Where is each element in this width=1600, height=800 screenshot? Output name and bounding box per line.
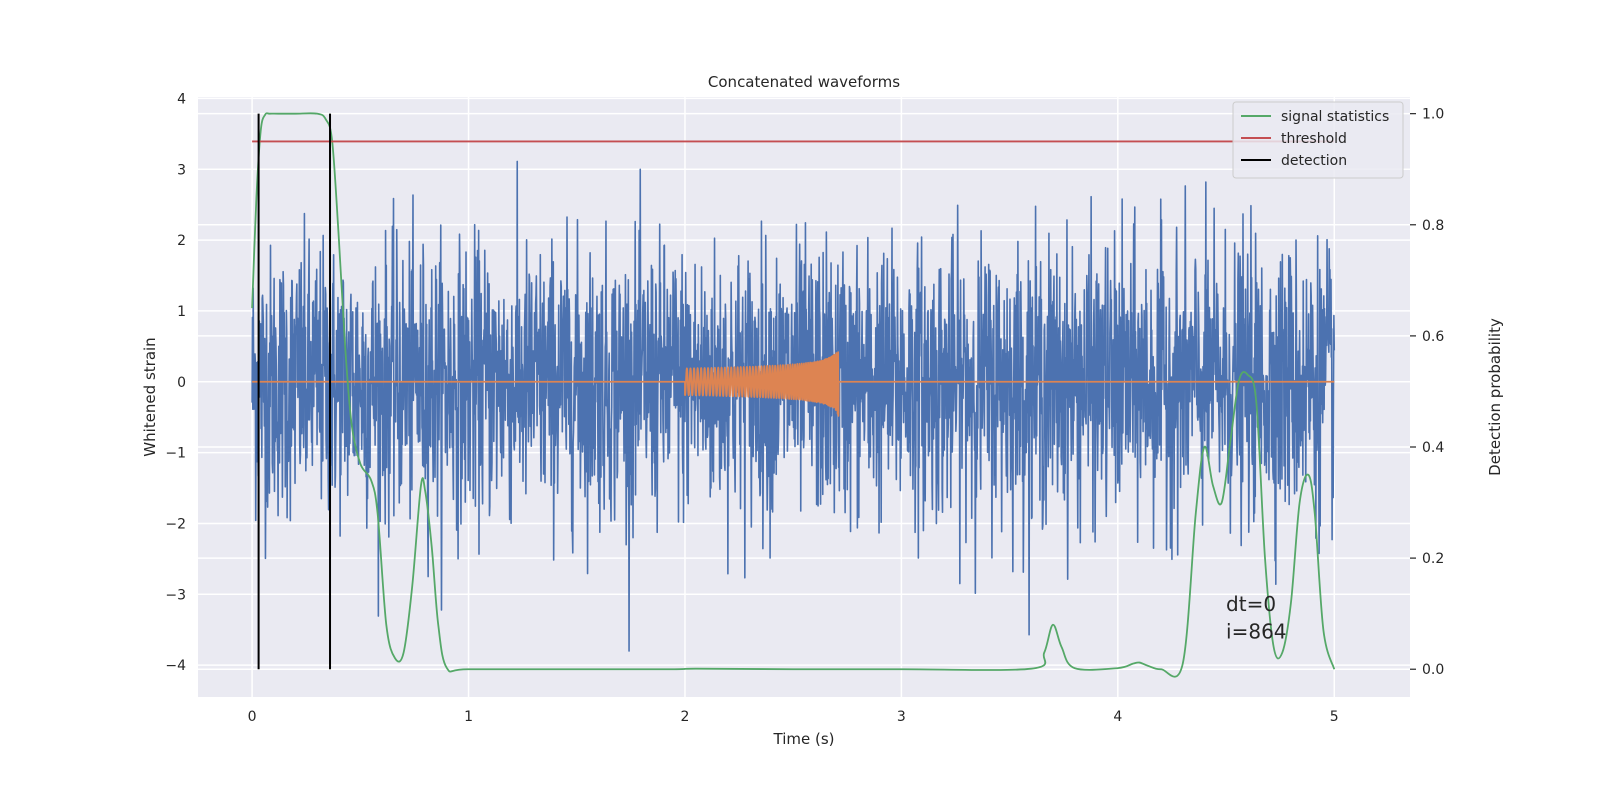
annotation-text: i=864: [1226, 620, 1287, 644]
series-injected: [252, 351, 1335, 417]
x-tick-label: 1: [464, 709, 473, 725]
y-axis-label: Whitened strain: [141, 337, 159, 456]
y-tick-label: 0: [177, 375, 186, 391]
x-axis: 0 1 2 3 4 5: [248, 709, 1339, 725]
x-tick-label: 5: [1330, 709, 1339, 725]
y-tick-label: 4: [177, 91, 186, 107]
x-tick-label: 3: [897, 709, 906, 725]
y2-tick-label: 0.6: [1422, 329, 1444, 345]
series-layer: [251, 112, 1336, 678]
legend-label: threshold: [1281, 131, 1347, 147]
x-tick-label: 4: [1113, 709, 1122, 725]
y-tick-label: −2: [165, 516, 186, 532]
y-tick-label: 2: [177, 233, 186, 249]
legend-label: detection: [1281, 153, 1347, 169]
legend: signal statistics threshold detection: [1232, 101, 1404, 179]
legend-label: signal statistics: [1281, 109, 1389, 125]
annotations: dt=0 i=864: [1226, 592, 1287, 644]
y-tick-label: −4: [165, 658, 186, 674]
y2-tick-label: 0.0: [1422, 662, 1444, 678]
y2-tick-label: 0.8: [1422, 218, 1444, 234]
y2-tick-label: 0.2: [1422, 551, 1444, 567]
series-signal_statistics: [251, 112, 1336, 678]
y2-tick-label: 1.0: [1422, 107, 1444, 123]
y-axis-right-label: Detection probability: [1486, 318, 1504, 476]
x-axis-label: Time (s): [773, 730, 835, 748]
y-tick-label: −1: [165, 446, 186, 462]
annotation-text: dt=0: [1226, 592, 1276, 616]
y-tick-label: −3: [165, 587, 186, 603]
x-tick-label: 0: [248, 709, 257, 725]
x-tick-label: 2: [681, 709, 690, 725]
y-axis-right: 0.0 0.2 0.4 0.6 0.8 1.0: [1410, 107, 1444, 678]
chart-title: Concatenated waveforms: [708, 73, 900, 91]
y-tick-label: 1: [177, 304, 186, 320]
y-axis-left: −4 −3 −2 −1 0 1 2 3 4: [165, 91, 186, 674]
y-tick-label: 3: [177, 162, 186, 178]
y2-tick-label: 0.4: [1422, 440, 1444, 456]
legend-box: [1232, 101, 1404, 179]
